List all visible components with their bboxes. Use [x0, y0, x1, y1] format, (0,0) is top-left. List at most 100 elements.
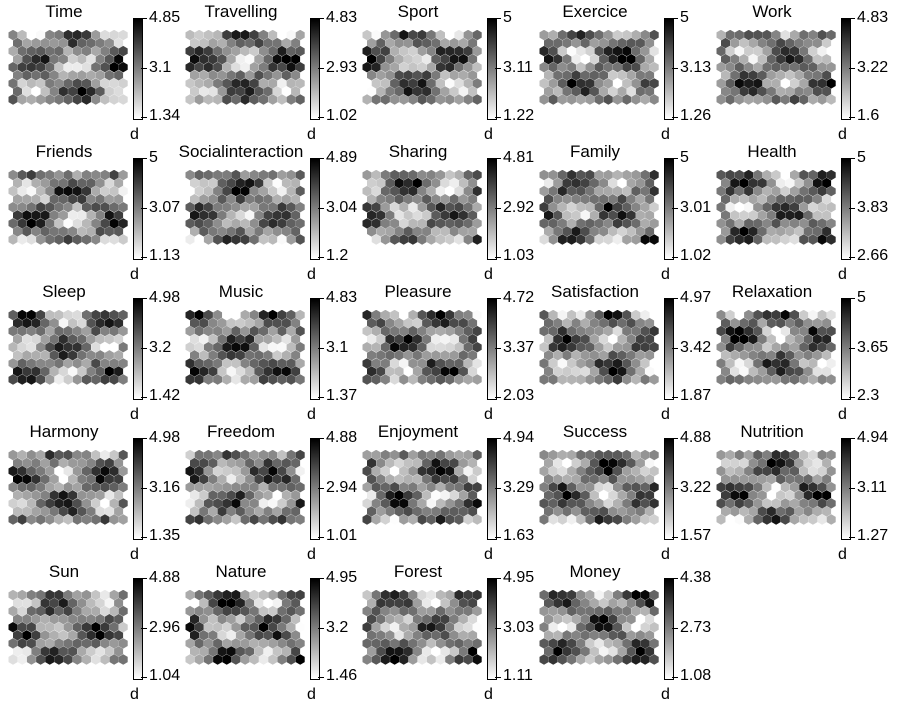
colorbar-unit-label: d — [307, 126, 316, 143]
hex-cell — [208, 86, 218, 97]
hex-cell — [585, 218, 595, 229]
hex-cell — [576, 638, 586, 649]
hex-cell — [82, 622, 91, 633]
hex-cell — [458, 506, 468, 517]
hex-cell — [603, 465, 613, 477]
hex-cell — [617, 37, 627, 49]
hex-cell — [576, 218, 586, 229]
hex-cell — [217, 70, 227, 81]
hex-cell — [31, 334, 41, 345]
hex-cell — [567, 374, 577, 385]
hex-cell — [194, 45, 204, 57]
hex-cell — [748, 366, 758, 377]
hex-cell — [567, 78, 577, 89]
hex-cell — [362, 30, 372, 41]
hex-map — [185, 170, 305, 245]
hex-cell — [645, 490, 655, 501]
colorbar-tick — [141, 348, 147, 349]
hex-cell — [463, 325, 473, 337]
hex-cell — [277, 622, 287, 633]
hex-cell — [790, 450, 799, 461]
hex-cell — [431, 614, 441, 625]
hex-cell — [721, 350, 730, 361]
hex-cell — [403, 490, 413, 501]
hex-cell — [808, 62, 818, 73]
hex-cell — [721, 177, 730, 189]
hex-cell — [445, 590, 455, 601]
hex-cell — [399, 465, 409, 477]
hex-cell — [91, 342, 101, 353]
colorbar-label-max: 4.81 — [503, 149, 535, 166]
hex-cell — [281, 490, 291, 501]
hex-cell — [431, 474, 441, 485]
hex-cell — [245, 317, 255, 329]
hex-cell — [548, 234, 558, 245]
hex-cell — [458, 646, 468, 657]
hex-cell — [822, 317, 832, 329]
hex-cell — [286, 358, 296, 369]
hex-cell — [118, 358, 128, 369]
hex-cell — [721, 317, 730, 329]
hex-cell — [63, 498, 73, 509]
hex-cell — [245, 210, 255, 221]
hex-cell — [640, 310, 650, 321]
hex-cell — [249, 605, 259, 617]
hex-cell — [36, 325, 46, 337]
hex-cell — [725, 218, 735, 229]
hex-cell — [17, 170, 27, 181]
hex-cell — [635, 86, 645, 97]
hex-cell — [640, 325, 650, 337]
colorbar-tick — [141, 397, 147, 398]
hex-cell — [17, 94, 27, 105]
hex-cell — [222, 622, 232, 633]
hex-cell — [739, 177, 749, 189]
hex-cell — [45, 234, 55, 245]
hex-cell — [222, 62, 232, 73]
hex-cell — [13, 226, 22, 237]
hex-cell — [436, 654, 445, 665]
colorbar-label-max: 5 — [149, 149, 158, 166]
hex-cell — [68, 194, 78, 205]
hex-cell — [199, 317, 209, 329]
hex-cell — [562, 210, 572, 221]
hex-cell — [77, 334, 87, 345]
heatmap-panel: Family 5 3.01 1.02 d — [531, 140, 711, 283]
hex-cell — [635, 350, 645, 361]
hex-cell — [403, 614, 413, 625]
hex-cell — [771, 342, 781, 353]
hex-cell — [213, 638, 223, 649]
colorbar-label-mid: 3.07 — [149, 199, 181, 216]
hex-cell — [222, 465, 232, 477]
hex-cell — [753, 374, 763, 385]
colorbar-unit-label: d — [661, 266, 670, 283]
hex-cell — [468, 86, 478, 97]
hex-cell — [362, 450, 372, 461]
hex-cell — [649, 78, 659, 89]
hex-cell — [208, 457, 218, 469]
hex-cell — [785, 334, 795, 345]
hex-cell — [235, 54, 245, 65]
hex-cell — [77, 210, 87, 221]
hex-cell — [585, 62, 595, 73]
hex-cell — [104, 37, 114, 49]
hex-cell — [440, 646, 450, 657]
hex-cell — [268, 358, 278, 369]
hex-cell — [753, 170, 763, 181]
hex-cell — [235, 210, 245, 221]
hex-cell — [203, 482, 213, 493]
hex-cell — [31, 597, 41, 609]
hex-cell — [49, 317, 59, 329]
hex-cell — [68, 646, 78, 657]
hex-cell — [640, 62, 650, 73]
hex-cell — [585, 30, 595, 41]
hex-cell — [617, 226, 627, 237]
colorbar-label-min: 1.01 — [326, 527, 358, 544]
hex-cell — [380, 514, 390, 525]
hex-cell — [109, 202, 119, 213]
hex-cell — [817, 358, 827, 369]
hex-cell — [744, 325, 754, 337]
hex-cell — [557, 185, 567, 197]
hex-cell — [571, 317, 581, 329]
hex-cell — [408, 325, 418, 337]
hex-cell — [599, 630, 609, 641]
